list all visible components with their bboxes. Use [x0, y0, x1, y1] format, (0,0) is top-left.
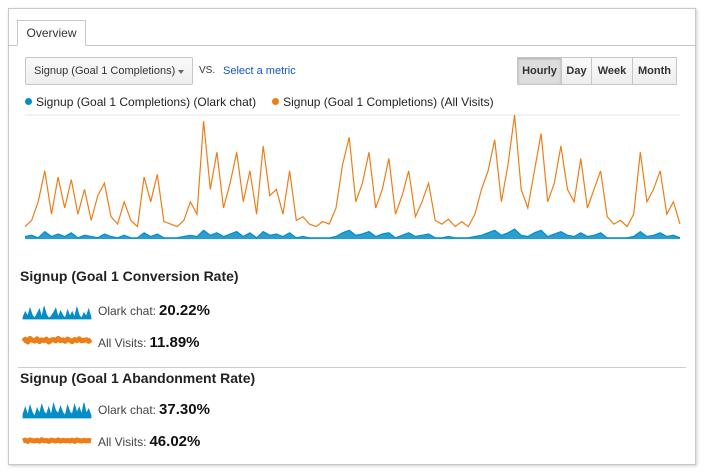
row-value: 11.89%: [149, 334, 200, 351]
row-label: Olark chat: 20.22%: [98, 302, 210, 319]
sparkline: [22, 305, 92, 320]
metric-text: Signup (Goal 1 Completions): [34, 65, 176, 77]
row-value: 20.22%: [159, 302, 210, 319]
section-title: Signup (Goal 1 Abandonment Rate): [20, 370, 256, 386]
week-button[interactable]: Week: [591, 57, 633, 85]
series-line: [24, 114, 681, 228]
panel-frame: [8, 8, 696, 465]
legend-dot: [272, 98, 280, 105]
metric-dropdown[interactable]: Signup (Goal 1 Completions): [25, 57, 193, 85]
row-value: 46.02%: [149, 433, 201, 450]
vs-label: VS.: [199, 65, 216, 76]
legend-label: Signup (Goal 1 Completions) (All Visits): [283, 95, 494, 109]
sparkline: [22, 335, 92, 345]
row-label: All Visits: 11.89%: [98, 334, 200, 351]
sparkline-area: [22, 402, 92, 419]
row-label: All Visits: 46.02%: [98, 433, 200, 450]
month-button[interactable]: Month: [632, 57, 677, 85]
row-value: 37.30%: [159, 401, 210, 418]
legend: Signup (Goal 1 Completions) (Olark chat)…: [25, 95, 510, 109]
sparkline-band: [22, 437, 92, 444]
legend-dot: [25, 98, 32, 105]
select-metric-link[interactable]: Select a metric: [223, 65, 296, 77]
day-button[interactable]: Day: [561, 57, 592, 85]
row-label-text: Olark chat:: [98, 304, 157, 318]
sparkline: [22, 437, 92, 444]
series-line: [24, 228, 681, 239]
row-label-text: All Visits:: [98, 336, 147, 350]
legend-label: Signup (Goal 1 Completions) (Olark chat): [36, 95, 257, 109]
row-label-text: All Visits:: [98, 435, 147, 449]
tab-line: [9, 45, 695, 46]
series-area: [25, 229, 680, 239]
sparkline-band: [22, 335, 92, 345]
caret: [178, 70, 184, 74]
legend-item: Signup (Goal 1 Completions) (Olark chat): [25, 95, 256, 109]
legend-item: Signup (Goal 1 Completions) (All Visits): [272, 95, 494, 109]
sparkline: [22, 402, 92, 419]
overview-tab[interactable]: Overview: [17, 20, 86, 46]
divider: [18, 367, 686, 368]
sparkline-area: [22, 305, 92, 320]
row-label: Olark chat: 37.30%: [98, 401, 210, 418]
chart: [24, 114, 681, 240]
section-title: Signup (Goal 1 Conversion Rate): [20, 268, 239, 284]
row-label-text: Olark chat:: [98, 403, 157, 417]
